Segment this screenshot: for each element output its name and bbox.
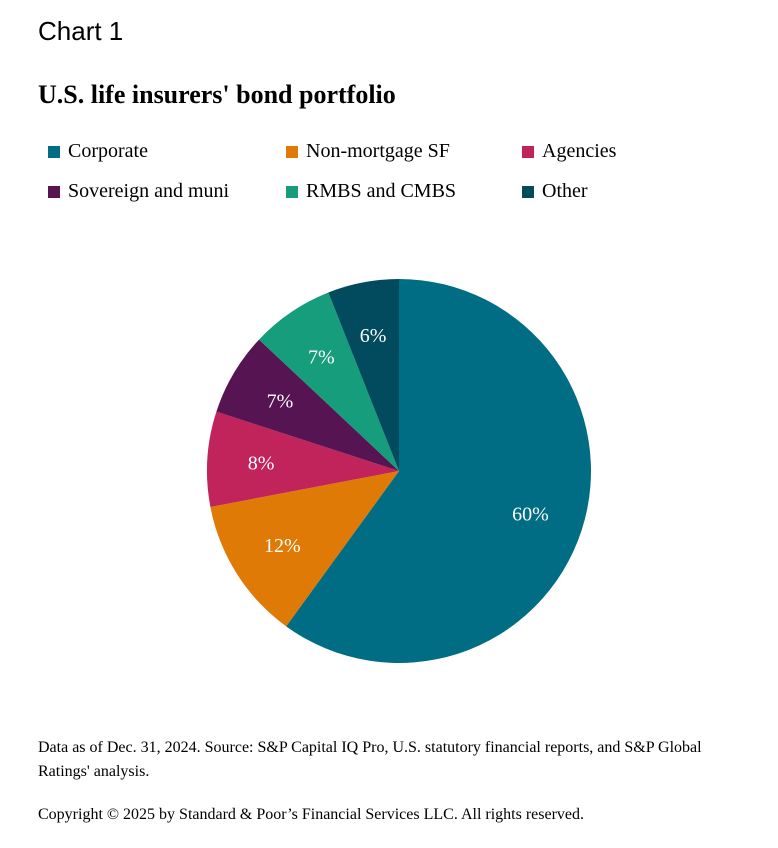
pie-slice-rmbs-and-cmbs	[259, 292, 399, 471]
legend-swatch-rmbs-and-cmbs	[286, 185, 298, 198]
legend-item-non-mortgage-sf: Non-mortgage SF	[286, 140, 450, 163]
legend-item-sovereign-and-muni: Sovereign and muni	[48, 180, 229, 203]
pie-slice-other	[328, 279, 399, 471]
legend-label-sovereign-and-muni: Sovereign and muni	[68, 180, 230, 202]
pie-slice-sovereign-and-muni	[216, 339, 399, 471]
slice-label-other: 6%	[360, 325, 387, 347]
legend-label-rmbs-and-cmbs: RMBS and CMBS	[306, 180, 457, 202]
legend-label-non-mortgage-sf: Non-mortgage SF	[306, 140, 450, 162]
pie-slices	[207, 279, 591, 663]
slice-label-rmbs-and-cmbs: 7%	[308, 347, 335, 369]
pie-slice-non-mortgage-sf	[210, 471, 399, 627]
copyright-notice: Copyright © 2025 by Standard & Poor’s Fi…	[38, 806, 585, 823]
legend-label-agencies: Agencies	[542, 140, 617, 162]
chart-label: Chart 1	[38, 16, 124, 46]
source-note: Data as of Dec. 31, 2024. Source: S&P Ca…	[38, 739, 702, 780]
slice-label-non-mortgage-sf: 12%	[264, 535, 301, 557]
legend-label-corporate: Corporate	[68, 140, 148, 162]
slice-label-sovereign-and-muni: 7%	[267, 391, 294, 413]
legend-item-agencies: Agencies	[522, 140, 616, 163]
pie-slice-agencies	[207, 411, 399, 507]
legend-swatch-agencies	[522, 145, 534, 158]
legend-item-other: Other	[522, 180, 588, 203]
pie-slice-corporate	[286, 279, 591, 663]
legend-label-other: Other	[542, 180, 588, 202]
legend-swatch-sovereign-and-muni	[48, 185, 60, 198]
slice-label-corporate: 60%	[512, 504, 549, 526]
legend-item-rmbs-and-cmbs: RMBS and CMBS	[286, 180, 456, 203]
legend-swatch-non-mortgage-sf	[286, 145, 298, 158]
pie-chart: 60% 12% 8% 7% 7% 6%	[207, 279, 591, 663]
legend-item-corporate: Corporate	[48, 140, 148, 163]
legend-swatch-other	[522, 185, 534, 198]
slice-label-agencies: 8%	[248, 452, 275, 474]
legend-swatch-corporate	[48, 145, 60, 158]
pie-labels: 60% 12% 8% 7% 7% 6%	[248, 325, 549, 557]
chart-title: U.S. life insurers' bond portfolio	[38, 80, 396, 109]
